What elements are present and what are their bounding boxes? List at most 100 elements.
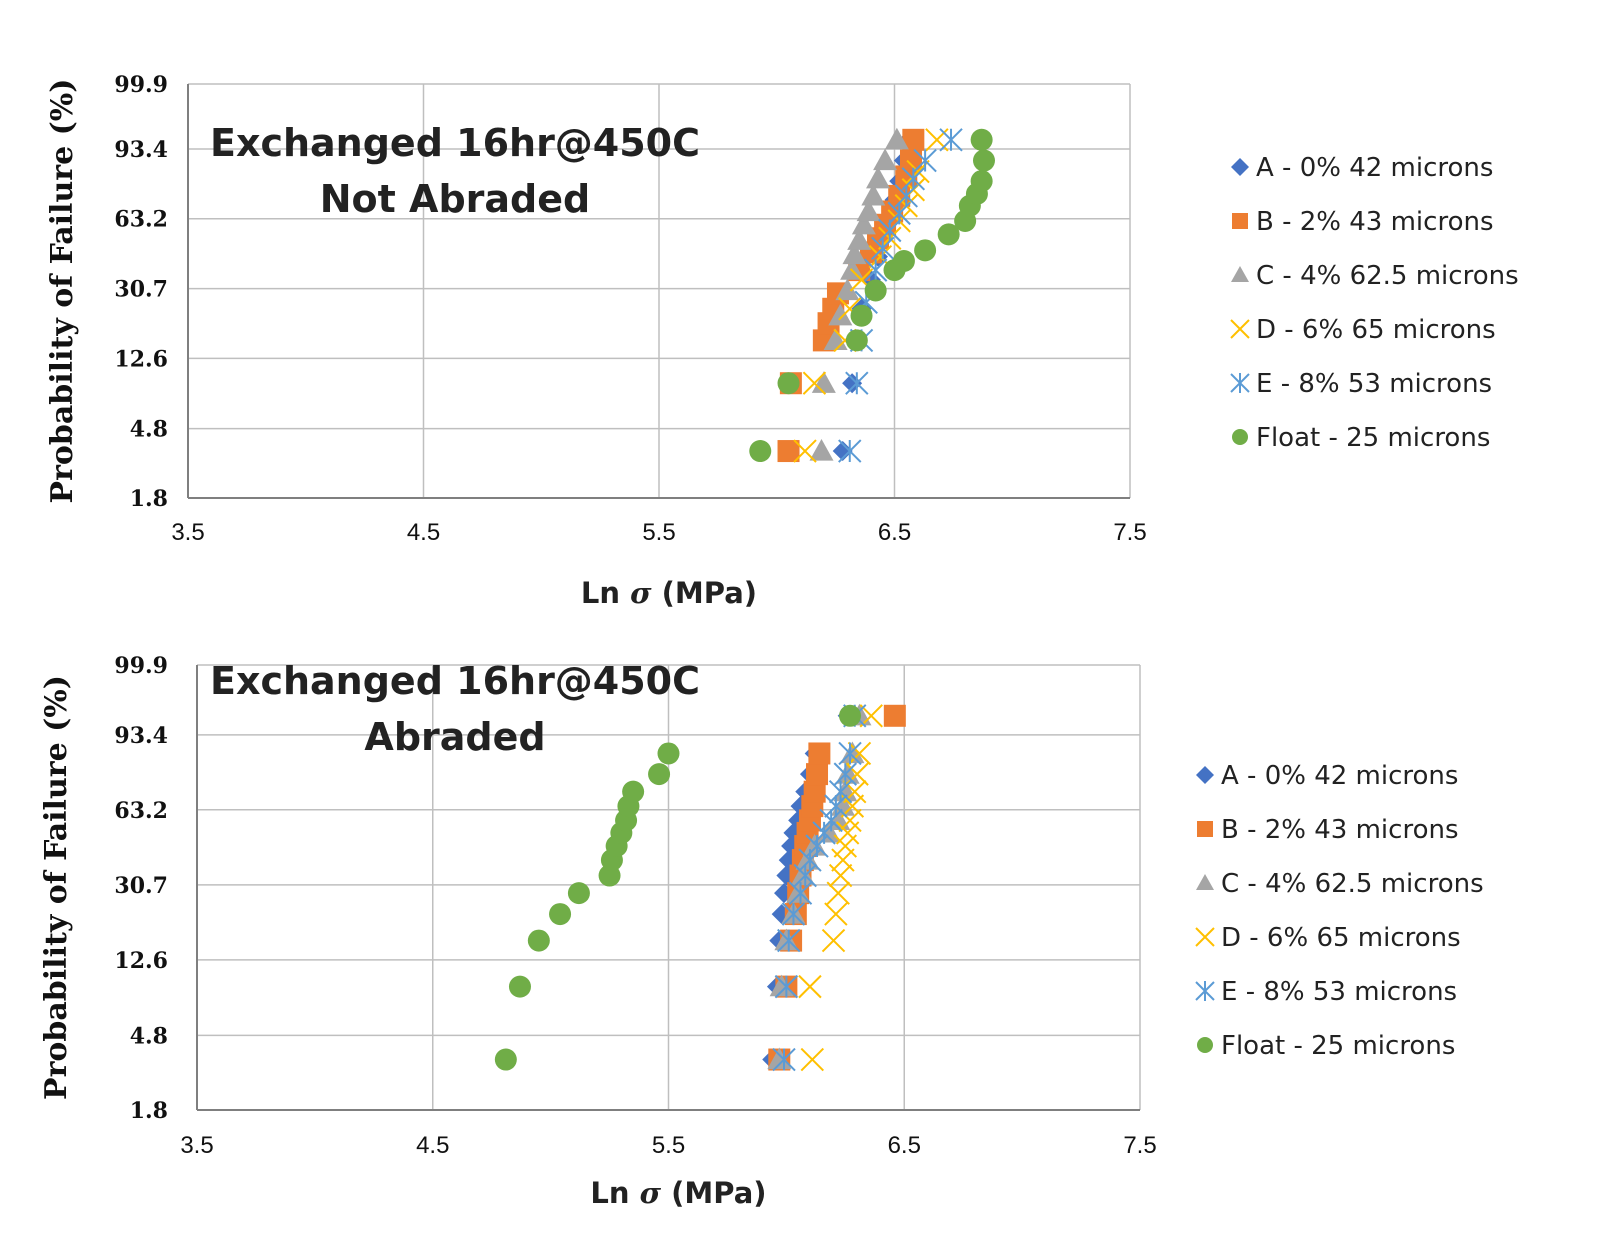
data-point-float xyxy=(549,903,572,926)
data-point-c xyxy=(866,166,891,189)
data-point-b xyxy=(899,149,922,172)
legend: A - 0% 42 microns B - 2% 43 microns C - 4%… xyxy=(1195,761,1484,1061)
data-point-e xyxy=(838,741,862,766)
legend-marker-e xyxy=(1195,981,1215,1001)
legend-label: A - 0% 42 microns xyxy=(1256,153,1493,183)
data-point-float xyxy=(622,780,645,803)
chart-annotation: Abraded xyxy=(364,715,545,759)
y-tick-label: 63.2 xyxy=(114,207,168,233)
data-point-d xyxy=(824,902,848,926)
x-axis-label: Ln σ (MPa) xyxy=(581,576,757,610)
data-point-b xyxy=(806,763,829,786)
data-point-c xyxy=(842,242,867,265)
data-point-e xyxy=(793,863,817,888)
legend-marker-e xyxy=(1230,373,1250,393)
y-tick-label: 12.6 xyxy=(114,346,168,372)
y-tick-label: 99.9 xyxy=(114,72,168,98)
chart-abraded: 99.9 93.4 63.2 30.7 12.6 4.8 1.8 3.5 4.5 5.5 6.5 7.… xyxy=(39,653,1484,1210)
data-point-e xyxy=(939,128,963,152)
data-point-c xyxy=(851,212,876,235)
data-point-float xyxy=(970,128,993,151)
data-point-e xyxy=(838,439,862,463)
data-point-a xyxy=(842,373,863,394)
data-point-d xyxy=(847,741,872,766)
y-tick-label: 12.6 xyxy=(114,948,168,974)
legend-label: B - 2% 43 microns xyxy=(1256,207,1494,237)
data-point-float xyxy=(892,250,915,273)
data-point-e xyxy=(824,794,848,818)
data-point-float xyxy=(648,763,671,786)
data-point-e xyxy=(788,881,813,905)
legend-marker-a xyxy=(1231,158,1249,176)
legend-marker-b xyxy=(1232,213,1248,229)
legend-label: Float - 25 microns xyxy=(1221,1031,1455,1061)
x-tick-label: 5.5 xyxy=(652,1132,685,1159)
data-point-b xyxy=(888,184,911,207)
data-point-c xyxy=(835,278,860,301)
data-point-float xyxy=(567,882,590,905)
x-tick-label: 4.5 xyxy=(416,1132,449,1159)
x-axis-label: Ln σ (MPa) xyxy=(590,1176,766,1210)
x-tick-label: 5.5 xyxy=(642,519,675,546)
data-point-e xyxy=(901,167,926,191)
data-point-c xyxy=(769,974,794,997)
legend-label: D - 6% 65 microns xyxy=(1256,315,1496,345)
data-point-b xyxy=(777,440,800,463)
x-tick-label: 7.5 xyxy=(1123,1132,1156,1159)
x-tick-label: 6.5 xyxy=(888,1132,921,1159)
data-point-d xyxy=(800,1047,825,1072)
y-tick-label: 93.4 xyxy=(114,137,168,163)
data-point-float xyxy=(777,372,800,395)
y-axis-label: Probability of Failure (%) xyxy=(45,79,80,504)
data-point-float xyxy=(494,1048,517,1071)
data-point-float xyxy=(937,223,960,246)
data-point-c xyxy=(873,148,898,171)
data-point-float xyxy=(850,304,873,327)
data-point-b xyxy=(803,780,826,803)
legend-label: C - 4% 62.5 microns xyxy=(1256,261,1519,291)
data-point-e xyxy=(828,779,853,804)
data-point-float xyxy=(749,440,772,463)
y-tick-label: 99.9 xyxy=(114,653,168,679)
data-point-float xyxy=(527,929,550,952)
data-point-float xyxy=(657,742,680,765)
data-point-d xyxy=(821,928,846,953)
y-tick-label: 4.8 xyxy=(130,417,168,443)
legend-marker-c xyxy=(1196,874,1214,890)
legend-label: C - 4% 62.5 microns xyxy=(1221,869,1484,899)
data-point-a xyxy=(832,441,853,462)
data-point-d xyxy=(802,371,827,395)
legend-label: D - 6% 65 microns xyxy=(1221,923,1461,953)
data-point-c xyxy=(847,228,872,250)
legend-marker-b xyxy=(1197,821,1213,837)
legend-marker-c xyxy=(1231,266,1249,282)
legend-marker-float xyxy=(1197,1037,1213,1053)
data-point-float xyxy=(970,170,993,193)
data-point-d xyxy=(798,974,822,999)
y-tick-label: 30.7 xyxy=(114,277,168,303)
data-point-d xyxy=(793,439,817,463)
chart-annotation: Exchanged 16hr@450C xyxy=(210,659,700,703)
legend-label: E - 8% 53 microns xyxy=(1221,977,1457,1007)
data-point-c xyxy=(856,199,881,222)
data-point-c xyxy=(884,127,909,150)
data-point-e xyxy=(781,902,806,926)
data-point-d xyxy=(828,863,853,888)
x-tick-label: 4.5 xyxy=(407,519,440,546)
data-point-c xyxy=(861,183,886,206)
data-point-e xyxy=(833,762,858,786)
data-point-c xyxy=(767,1047,792,1070)
data-point-float xyxy=(914,239,937,262)
data-point-float xyxy=(508,975,531,998)
data-point-c xyxy=(816,820,841,843)
legend-label: Float - 25 microns xyxy=(1256,423,1490,453)
x-tick-label: 3.5 xyxy=(180,1132,213,1159)
data-point-b xyxy=(808,742,831,765)
y-tick-label: 1.8 xyxy=(130,486,168,512)
data-point-e xyxy=(845,371,869,395)
legend: A - 0% 42 microns B - 2% 43 microns C - 4%… xyxy=(1230,153,1519,453)
legend-label: A - 0% 42 microns xyxy=(1221,761,1458,791)
data-point-float xyxy=(864,279,887,302)
data-point-d xyxy=(831,848,855,872)
